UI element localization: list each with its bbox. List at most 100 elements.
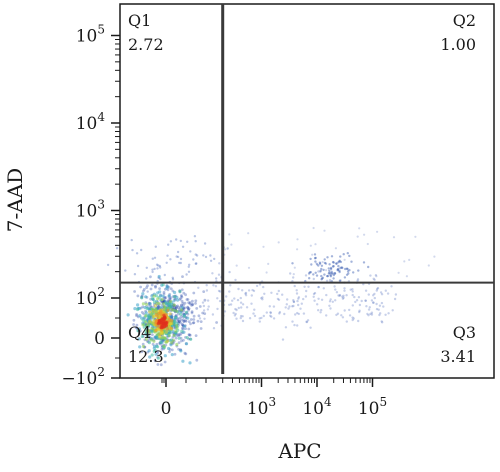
event-dot — [179, 257, 183, 261]
event-dot — [189, 318, 193, 321]
event-dot — [382, 305, 385, 308]
event-dot — [379, 312, 382, 315]
event-dot — [180, 295, 183, 298]
event-dot — [344, 267, 347, 271]
event-dot — [136, 303, 140, 307]
event-dot — [153, 304, 157, 308]
event-dot — [181, 326, 184, 330]
event-dot — [329, 266, 333, 270]
event-dot — [184, 342, 189, 346]
event-dot — [302, 312, 306, 315]
event-dot — [147, 315, 151, 319]
event-dot — [186, 316, 190, 320]
event-dot — [146, 329, 150, 333]
event-dot — [251, 288, 254, 292]
event-dot — [169, 287, 173, 291]
event-dot — [176, 298, 180, 302]
event-dot — [375, 302, 378, 306]
event-dot — [229, 303, 233, 306]
event-dot — [351, 316, 354, 319]
x-axis: 0 103 104 105 — [161, 378, 387, 419]
event-dot — [236, 298, 240, 302]
event-dot — [312, 273, 315, 276]
event-dot — [216, 307, 219, 311]
event-dot — [199, 320, 203, 323]
event-dot — [159, 277, 162, 281]
event-dot — [185, 298, 189, 301]
quadrant-name: Q4 — [128, 323, 151, 342]
event-dot — [162, 290, 166, 294]
event-dot — [315, 263, 319, 266]
event-dot — [341, 316, 345, 319]
event-dot — [357, 296, 361, 299]
event-dot — [191, 299, 194, 303]
event-dot — [203, 317, 206, 320]
event-dot — [194, 240, 197, 243]
event-dot — [170, 353, 174, 357]
event-dot — [106, 263, 110, 267]
event-dot — [180, 294, 183, 297]
event-dot — [343, 289, 346, 292]
event-dot — [285, 303, 288, 306]
event-dot — [196, 319, 200, 323]
event-dot — [380, 301, 384, 305]
event-dot — [367, 293, 370, 296]
event-dot — [277, 298, 281, 301]
event-dot — [161, 283, 165, 287]
event-dot — [390, 285, 393, 288]
event-dot — [163, 354, 167, 358]
event-dot — [145, 286, 149, 289]
event-dot — [191, 321, 195, 325]
event-dot — [192, 291, 196, 295]
event-dot — [292, 304, 295, 308]
event-dot — [338, 260, 341, 263]
event-dot — [247, 232, 250, 235]
event-dot — [171, 276, 174, 279]
event-dot — [215, 321, 219, 324]
event-dot — [178, 316, 182, 320]
event-dot — [176, 318, 180, 321]
event-dot — [202, 304, 206, 308]
event-dot — [144, 302, 149, 306]
event-dot — [202, 254, 205, 257]
event-dot — [265, 271, 268, 274]
event-dot — [141, 344, 146, 349]
event-dot — [337, 294, 340, 297]
event-dot — [140, 248, 143, 252]
event-dot — [314, 260, 317, 263]
event-dot — [248, 317, 252, 320]
event-dot — [341, 295, 344, 298]
event-dot — [175, 342, 179, 347]
event-dot — [212, 327, 216, 330]
event-dot — [194, 262, 197, 265]
event-dot — [181, 359, 185, 363]
quadrant-name: Q1 — [128, 11, 151, 30]
y-tick-label: −102 — [61, 365, 105, 389]
event-dot — [146, 284, 149, 288]
event-dot — [206, 299, 210, 302]
event-dot — [175, 324, 179, 328]
event-dot — [154, 284, 157, 288]
event-dot — [375, 307, 379, 311]
event-dot — [267, 262, 270, 265]
event-dot — [158, 264, 161, 268]
event-dot — [179, 312, 183, 316]
event-dot — [269, 311, 272, 315]
event-dot — [174, 306, 178, 310]
event-dot — [245, 306, 249, 309]
event-dot — [133, 290, 137, 293]
event-dot — [177, 336, 181, 340]
event-dot — [368, 306, 371, 309]
event-dot — [297, 303, 300, 307]
event-dot — [195, 254, 199, 257]
event-dot — [204, 255, 208, 259]
event-dot — [194, 302, 197, 305]
event-dot — [320, 308, 323, 312]
event-dot — [141, 318, 145, 322]
event-dot — [373, 296, 376, 300]
event-dot — [141, 323, 145, 327]
event-dot — [168, 312, 172, 316]
event-dot — [317, 285, 320, 289]
event-dot — [229, 284, 232, 287]
